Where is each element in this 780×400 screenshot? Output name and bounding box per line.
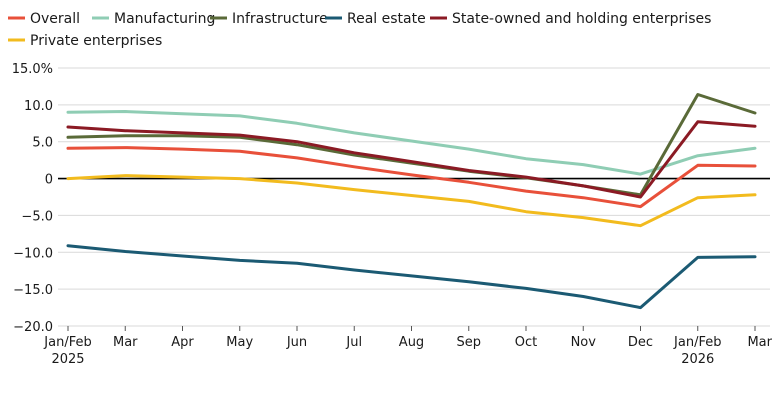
y-tick-label: −15.0 (13, 283, 53, 298)
legend: Overall Manufacturing Infrastructure Real e… (8, 11, 711, 49)
y-axis: 15.0% 10.0 5.0 0 −5.0 −10.0 −15.0 −20.0 (12, 62, 53, 335)
legend-label-2: Infrastructure (232, 11, 328, 27)
x-tick-year: 2026 (681, 352, 714, 367)
x-tick-label: Dec (628, 335, 653, 350)
series-line-state-owned-and-holding-enterprises (66, 120, 757, 199)
series-line-real-estate (66, 244, 757, 310)
y-tick-label: −5.0 (21, 209, 53, 224)
x-tick-label: Jan/Feb (43, 335, 91, 350)
x-axis: Jan/Feb 2025 Mar Apr May Jun Jul Aug Sep Oct Nov De… (43, 326, 773, 367)
y-tick-label: −10.0 (13, 246, 53, 261)
x-tick-label: Aug (399, 335, 424, 350)
y-tick-label: 15.0% (12, 62, 53, 77)
x-tick-label: Jun (286, 335, 307, 350)
legend-label-3: Real estate (347, 11, 426, 27)
legend-label-5: Private enterprises (30, 33, 162, 49)
series-lines (66, 93, 757, 310)
legend-label-1: Manufacturing (114, 11, 215, 27)
series-line-manufacturing (66, 110, 757, 176)
x-tick-label: May (226, 335, 253, 350)
x-tick-label: Apr (171, 335, 194, 350)
series-line-private-enterprises (66, 174, 757, 228)
x-tick-year: 2025 (51, 352, 84, 367)
x-tick-label: Mar (113, 335, 138, 350)
y-tick-label: −20.0 (13, 320, 53, 335)
series-line-overall (66, 146, 757, 209)
x-tick-label: Sep (456, 335, 481, 350)
y-tick-label: 5.0 (32, 136, 53, 151)
legend-label-4: State-owned and holding enterprises (452, 11, 711, 27)
x-tick-label: Jan/Feb (673, 335, 721, 350)
x-tick-label: Mar (747, 335, 772, 350)
y-tick-label: 0 (45, 173, 53, 188)
legend-label-0: Overall (30, 11, 80, 27)
x-tick-label: Nov (571, 335, 597, 350)
x-tick-label: Jul (345, 335, 362, 350)
y-tick-label: 10.0 (24, 99, 53, 114)
x-tick-label: Oct (515, 335, 537, 350)
